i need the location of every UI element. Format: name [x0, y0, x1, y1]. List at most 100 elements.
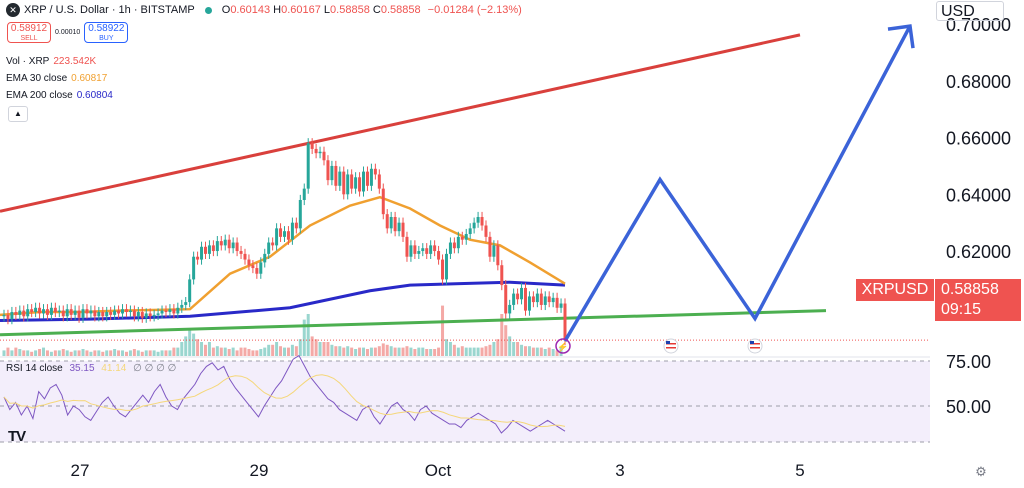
volume-bar: [65, 350, 69, 356]
volume-bar: [539, 347, 543, 356]
ema200-line: [0, 280, 566, 323]
volume-bar: [283, 347, 286, 356]
candle: [77, 310, 81, 318]
projection-arrowhead: [887, 24, 915, 49]
candle: [334, 165, 338, 186]
collapse-indicators-chevron-up-icon[interactable]: ▲: [8, 106, 28, 122]
candle: [57, 310, 61, 313]
volume-bar: [38, 349, 42, 356]
candle: [128, 310, 132, 313]
volume-bar: [397, 347, 401, 356]
volume-bar: [42, 347, 46, 356]
candle: [362, 171, 366, 192]
candle: [22, 310, 26, 317]
events[interactable]: ⚡: [555, 338, 763, 354]
volume-bar: [235, 350, 239, 356]
candle: [409, 245, 413, 257]
candle: [136, 312, 140, 317]
volume-bar: [223, 347, 227, 356]
candle: [417, 251, 421, 254]
volume-bar: [10, 350, 14, 356]
candle: [65, 309, 69, 317]
volume-bar: [527, 346, 531, 356]
volume-bar: [113, 349, 117, 356]
volume-bar: [452, 344, 456, 356]
candle: [290, 222, 294, 240]
ema200-indicator-label[interactable]: EMA 200 close 0.60804: [6, 90, 113, 101]
sell-button[interactable]: 0.58912 SELL: [7, 22, 51, 43]
volume-bar: [132, 349, 136, 356]
candle: [527, 296, 531, 311]
volume-bar: [144, 350, 148, 356]
volume-bar: [437, 347, 441, 356]
candle: [164, 310, 168, 313]
volume-bar: [306, 314, 310, 356]
candle: [235, 242, 239, 252]
candle: [381, 188, 385, 215]
candle: [468, 228, 472, 235]
candle: [34, 307, 38, 313]
flag-canton: [666, 341, 670, 344]
axes: 0.700000.680000.660000.640000.620000.600…: [71, 15, 1012, 480]
volume-bar: [496, 339, 500, 356]
volume-bar: [77, 350, 81, 356]
volume-bar: [362, 347, 366, 356]
volume-bar: [417, 347, 421, 356]
buy-button[interactable]: 0.58922 BUY: [84, 22, 129, 43]
volume-bar: [350, 347, 354, 356]
volume-bar: [523, 346, 527, 356]
x-tick-label: Oct: [425, 461, 452, 480]
candle: [480, 217, 484, 226]
candle: [314, 148, 318, 154]
volume-bar: [389, 346, 393, 356]
candle: [42, 309, 46, 314]
flag-canton: [750, 341, 754, 344]
candle: [192, 256, 196, 280]
candle: [389, 217, 393, 229]
currency-selector[interactable]: USD: [936, 1, 1004, 21]
candle: [346, 174, 350, 195]
candle: [310, 143, 314, 149]
ema30-indicator-label[interactable]: EMA 30 close 0.60817: [6, 73, 108, 84]
candle: [365, 171, 369, 186]
volume-bar: [381, 343, 385, 356]
volume-bar: [326, 342, 330, 356]
volume-indicator-label[interactable]: Vol · XRP 223.542K: [6, 56, 97, 67]
volume-bar: [45, 350, 49, 356]
x-tick-label: 3: [615, 461, 624, 480]
lightning-event-icon[interactable]: [555, 338, 571, 354]
candle: [61, 310, 65, 317]
candle: [89, 310, 93, 314]
volume-bar: [488, 344, 492, 356]
candle: [184, 302, 188, 305]
volume-bar: [275, 342, 279, 356]
candle: [563, 303, 567, 341]
volume-bar: [302, 319, 306, 356]
volume-bar: [512, 342, 516, 356]
candle: [69, 309, 73, 315]
candle: [523, 287, 527, 311]
volume-bar: [89, 351, 93, 356]
volume-bar: [26, 350, 30, 356]
candle: [535, 293, 539, 303]
volume-bar: [152, 350, 156, 356]
volume-bar: [259, 349, 263, 356]
candle: [488, 236, 492, 257]
candle: [255, 268, 259, 274]
volume-bar: [342, 347, 346, 356]
candle: [283, 231, 286, 237]
y-tick-label: 0.64000: [946, 185, 1011, 205]
candle: [539, 293, 543, 305]
candle: [49, 307, 53, 315]
candle: [30, 309, 34, 313]
lightning-glyph: ⚡: [557, 341, 568, 353]
candle: [231, 242, 235, 249]
volume-bar: [97, 350, 101, 356]
volume-bar: [192, 333, 196, 356]
volume-bar: [290, 344, 294, 356]
candle: [26, 309, 30, 317]
volume-bar: [393, 347, 397, 356]
volume-bar: [6, 347, 10, 356]
rsi-indicator-label[interactable]: RSI 14 close 35.15 41.14 ∅ ∅ ∅ ∅: [6, 363, 177, 374]
